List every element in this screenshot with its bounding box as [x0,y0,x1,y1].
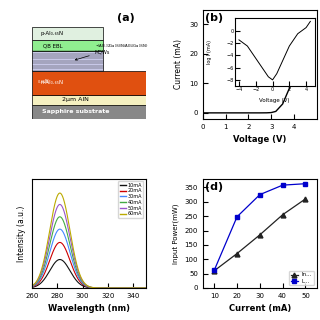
Y-axis label: Current (mA): Current (mA) [174,39,183,89]
L... [303,182,307,186]
Text: p-Al₀.₆₅N: p-Al₀.₆₅N [41,31,64,36]
Legend: In..., L...: In..., L... [289,271,314,285]
In... [235,252,239,255]
Line: L...: L... [212,181,308,273]
Text: $_{0.65}$N: $_{0.65}$N [36,77,50,86]
In... [281,213,284,217]
X-axis label: Current (mA): Current (mA) [229,304,291,313]
L... [258,193,262,196]
Text: (a): (a) [117,13,134,23]
In... [212,269,216,273]
Text: QB EBL: QB EBL [43,43,62,48]
Text: 2μm AlN: 2μm AlN [62,97,89,102]
In... [303,197,307,201]
L... [281,183,284,187]
Bar [32,51,103,71]
Y-axis label: Intensity (a.u.): Intensity (a.u.) [18,205,27,261]
Bar [32,71,146,95]
Legend: 10mA, 20mA, 30mA, 40mA, 50mA, 60mA: 10mA, 20mA, 30mA, 40mA, 50mA, 60mA [118,181,143,218]
L... [235,215,239,219]
Text: $\bullet$(Al$_{0.32}$Ga$_{0.68}$N/Al$_{0.4}$Ga$_{0.6}$N): $\bullet$(Al$_{0.32}$Ga$_{0.68}$N/Al$_{0… [95,42,148,50]
X-axis label: Wavelength (nm): Wavelength (nm) [48,304,130,313]
Y-axis label: Input Power(mW): Input Power(mW) [172,203,179,264]
Line: In...: In... [212,196,308,273]
Bar [32,95,146,105]
Text: n-Al₀.₆₅N: n-Al₀.₆₅N [41,80,64,85]
Text: (d): (d) [205,182,223,192]
Text: (b): (b) [205,13,223,23]
L... [212,268,216,272]
Bar [32,27,103,40]
Text: MQWs: MQWs [75,49,110,60]
X-axis label: Voltage (V): Voltage (V) [233,135,286,144]
Bar [32,105,146,119]
In... [258,233,262,237]
Text: Sapphire substrate: Sapphire substrate [42,109,109,114]
Bar [32,40,103,51]
